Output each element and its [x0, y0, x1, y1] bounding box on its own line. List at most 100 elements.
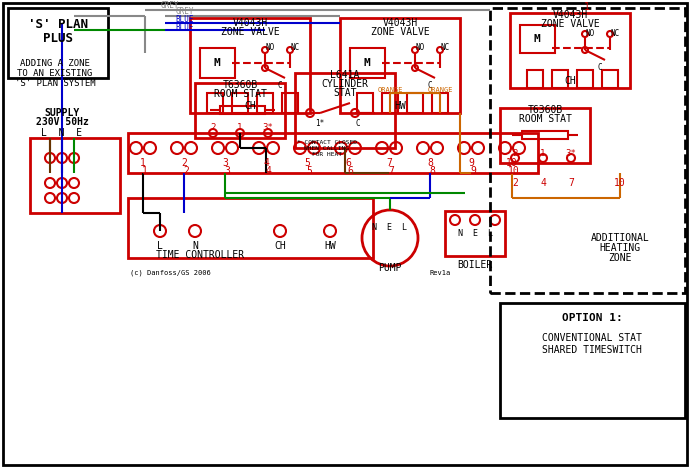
Bar — [510, 13, 630, 88]
Bar — [520, 25, 555, 53]
Text: 10: 10 — [614, 178, 626, 188]
Text: 1: 1 — [584, 2, 590, 12]
Text: BLUE: BLUE — [176, 22, 195, 31]
Text: L641A: L641A — [331, 70, 359, 80]
Text: CH: CH — [244, 101, 256, 111]
Text: 3: 3 — [222, 158, 228, 168]
Text: PUMP: PUMP — [378, 263, 402, 273]
Bar — [527, 70, 543, 88]
Text: CH: CH — [274, 241, 286, 251]
Bar — [382, 93, 398, 113]
Text: 1: 1 — [237, 124, 243, 132]
Text: 'S' PLAN: 'S' PLAN — [28, 19, 88, 31]
Text: NO: NO — [415, 44, 424, 52]
Bar — [522, 131, 568, 139]
Text: 2: 2 — [512, 148, 518, 158]
Bar — [350, 48, 385, 78]
Text: 5: 5 — [306, 166, 312, 176]
Bar — [8, 8, 108, 78]
Text: 3*: 3* — [263, 124, 273, 132]
Text: WHEN CALLING: WHEN CALLING — [304, 146, 350, 152]
Bar — [207, 93, 223, 113]
Text: BOILER: BOILER — [457, 260, 493, 270]
Text: CONVENTIONAL STAT: CONVENTIONAL STAT — [542, 333, 642, 343]
Text: N  E  L: N E L — [373, 224, 408, 233]
Text: PLUS: PLUS — [43, 31, 73, 44]
Bar — [128, 198, 373, 258]
Bar — [552, 70, 568, 88]
Bar — [445, 211, 505, 256]
Bar — [190, 18, 310, 113]
Text: 4: 4 — [265, 166, 271, 176]
Text: NO: NO — [585, 29, 595, 37]
Text: 6: 6 — [345, 158, 351, 168]
Text: 4: 4 — [263, 158, 269, 168]
Bar — [500, 303, 685, 418]
Text: 7: 7 — [568, 178, 574, 188]
Text: L: L — [157, 241, 163, 251]
Text: SUPPLY: SUPPLY — [44, 108, 79, 118]
Text: NC: NC — [290, 44, 299, 52]
Text: N: N — [192, 241, 198, 251]
Text: CYLINDER: CYLINDER — [322, 79, 368, 89]
Text: 6: 6 — [347, 166, 353, 176]
Text: 8: 8 — [429, 166, 435, 176]
Text: ZONE VALVE: ZONE VALVE — [221, 27, 279, 37]
Bar — [490, 8, 685, 293]
Text: N  E  L: N E L — [457, 228, 493, 237]
Text: L  N  E: L N E — [41, 128, 83, 138]
Bar — [577, 70, 593, 88]
Text: ROOM STAT: ROOM STAT — [214, 89, 266, 99]
Text: GREY: GREY — [161, 1, 179, 10]
Text: 230V 50Hz: 230V 50Hz — [36, 117, 88, 127]
Text: (c) Danfoss/GS 2006: (c) Danfoss/GS 2006 — [130, 270, 210, 276]
Text: 10: 10 — [506, 158, 518, 168]
Bar — [295, 73, 395, 148]
Bar — [232, 93, 248, 113]
Text: C: C — [277, 81, 282, 90]
Text: ADDITIONAL: ADDITIONAL — [591, 233, 649, 243]
Text: M: M — [533, 34, 540, 44]
Text: 3: 3 — [224, 166, 230, 176]
Text: V4043H: V4043H — [233, 18, 268, 28]
Bar — [602, 70, 618, 88]
Text: T6360B: T6360B — [527, 105, 562, 115]
Text: C: C — [598, 64, 602, 73]
Text: ORANGE: ORANGE — [427, 87, 453, 93]
Text: ZONE VALVE: ZONE VALVE — [541, 19, 600, 29]
Text: HW: HW — [324, 241, 336, 251]
Bar — [357, 93, 373, 113]
Text: 1: 1 — [142, 166, 148, 176]
Text: ZONE: ZONE — [609, 253, 632, 263]
Text: BLUE: BLUE — [176, 15, 195, 24]
Text: 9: 9 — [470, 166, 476, 176]
Text: 1: 1 — [540, 148, 546, 158]
Bar — [128, 133, 538, 173]
Text: M: M — [214, 58, 220, 68]
Text: 7: 7 — [386, 158, 392, 168]
Text: ZONE VALVE: ZONE VALVE — [371, 27, 429, 37]
Text: HEATING: HEATING — [600, 243, 640, 253]
Bar — [500, 108, 590, 163]
Text: TIME CONTROLLER: TIME CONTROLLER — [156, 250, 244, 260]
Bar — [432, 93, 448, 113]
Bar — [340, 18, 460, 113]
Text: 2: 2 — [183, 166, 189, 176]
Text: C: C — [355, 118, 360, 127]
Text: 2: 2 — [512, 178, 518, 188]
Text: 10: 10 — [508, 166, 520, 176]
Text: 2: 2 — [210, 124, 216, 132]
Text: ADDING A ZONE: ADDING A ZONE — [20, 58, 90, 67]
Text: ORANGE: ORANGE — [377, 87, 403, 93]
Bar — [200, 48, 235, 78]
Text: 5: 5 — [304, 158, 310, 168]
Text: CH: CH — [564, 76, 576, 86]
Text: V4043H: V4043H — [382, 18, 417, 28]
Text: T6360B: T6360B — [222, 80, 257, 90]
Text: NO: NO — [266, 44, 275, 52]
Text: M: M — [364, 58, 371, 68]
Bar — [220, 106, 265, 114]
Text: ROOM STAT: ROOM STAT — [519, 114, 571, 124]
Text: 1: 1 — [140, 158, 146, 168]
Bar — [195, 83, 285, 138]
